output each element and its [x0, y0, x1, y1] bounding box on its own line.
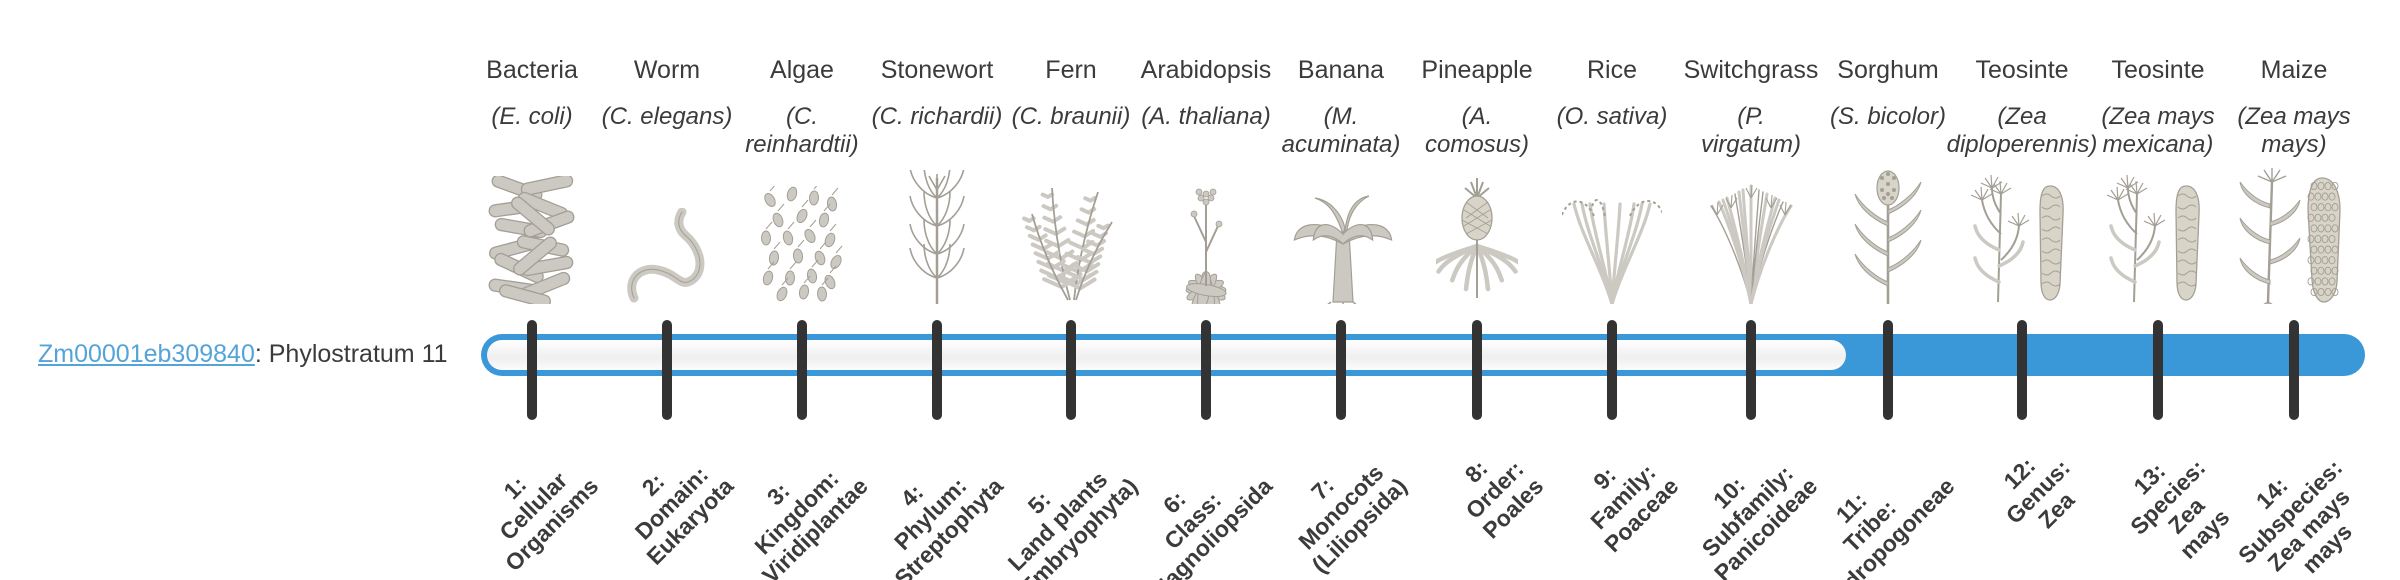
gene-phylostratum-text: : Phylostratum 11 [254, 340, 448, 368]
stratum-tick [1066, 320, 1076, 420]
organism-species-name: (E. coli) [491, 103, 573, 130]
organism-common-name: Stonewort [880, 56, 994, 84]
stratum-tick [662, 320, 672, 420]
stratum-label: 8: Order: Poales [1459, 454, 1549, 544]
stratum-tick [1201, 320, 1211, 420]
organism-species-name: (O. sativa) [1556, 103, 1668, 130]
organism-species-name: (P. virgatum) [1700, 103, 1802, 158]
organism-species-name: (S. bicolor) [1829, 103, 1947, 130]
stratum-label: 1: Cellular Organisms [494, 467, 604, 577]
banana-icon [1271, 168, 1411, 304]
stratum-tick [2017, 320, 2027, 420]
organism-common-name: Sorghum [1837, 56, 1939, 84]
organism-common-name: Maize [2260, 56, 2328, 84]
stratum-label: 9: Family: Poaceae [1584, 458, 1684, 558]
stratum-tick [1336, 320, 1346, 420]
organism-common-name: Bacteria [486, 56, 578, 84]
organism-common-name: Switchgrass [1683, 56, 1819, 84]
stratum-tick [2289, 320, 2299, 420]
arabidopsis-icon [1136, 168, 1276, 304]
bacteria-icon [462, 168, 602, 304]
gene-id-link[interactable]: Zm00001eb309840 [38, 340, 255, 368]
stratum-tick [527, 320, 537, 420]
organism-species-name: (A. comosus) [1424, 103, 1530, 158]
gene-label: Zm00001eb309840: Phylostratum 11 [38, 340, 448, 369]
stratum-tick [797, 320, 807, 420]
stratum-label: 12: Genus: Zea [1998, 452, 2080, 534]
stratum-label: 6: Class: Magnoliopsida [1144, 472, 1278, 580]
stratum-label: 2: Domain: Eukaryota [629, 461, 739, 570]
worm-icon [597, 168, 737, 304]
stratum-tick [1472, 320, 1482, 420]
stratum-label: 13: Species: Zea mays [2125, 454, 2235, 564]
switchgrass-icon [1681, 168, 1821, 304]
bar-unfilled-track [487, 340, 1846, 370]
stratum-label: 7: Monocots (Liliopsida) [1293, 459, 1413, 578]
organism-species-name: (C. elegans) [601, 103, 733, 130]
sorghum-icon [1818, 168, 1958, 304]
stratum-label: 3: Kingdom: Viridiplantae [749, 465, 874, 580]
teosinte-mexicana-icon [2088, 168, 2228, 304]
stratum-label: 14: Subspecies: Zea mays mays [2232, 454, 2357, 579]
organism-species-name: (Zea mays mexicana) [2101, 103, 2215, 158]
pineapple-icon [1407, 168, 1547, 304]
organism-common-name: Worm [633, 56, 701, 84]
rice-icon [1542, 168, 1682, 304]
organism-species-name: (Zea mays mays) [2237, 103, 2351, 158]
stratum-tick [1607, 320, 1617, 420]
organism-species-name: (M. acuminata) [1281, 103, 1401, 158]
organism-common-name: Rice [1586, 56, 1637, 84]
stratum-label: 11: Tribe: Andropogoneae [1816, 472, 1960, 580]
stratum-tick [1746, 320, 1756, 420]
maize-icon [2224, 168, 2364, 304]
organism-common-name: Algae [770, 56, 834, 84]
organism-species-name: (C. richardii) [871, 103, 1003, 130]
organism-species-name: (C. reinhardtii) [745, 103, 859, 158]
organism-common-name: Teosinte [1975, 56, 2069, 84]
organism-species-name: (Zea diploperennis) [1946, 103, 2098, 158]
organism-common-name: Teosinte [2111, 56, 2205, 84]
teosinte-diplo-icon [1952, 168, 2092, 304]
algae-icon [732, 168, 872, 304]
organism-species-name: (C. braunii) [1011, 103, 1131, 130]
organism-common-name: Fern [1045, 56, 1097, 84]
phylostrata-bar [481, 334, 2365, 376]
organism-common-name: Pineapple [1421, 56, 1533, 84]
organism-common-name: Banana [1297, 56, 1385, 84]
stratum-tick [2153, 320, 2163, 420]
organism-common-name: Arabidopsis [1140, 56, 1272, 84]
fern-icon [1001, 168, 1141, 304]
stratum-tick [1883, 320, 1893, 420]
stratum-tick [932, 320, 942, 420]
organism-species-name: (A. thaliana) [1141, 103, 1271, 130]
stonewort-icon [867, 168, 1007, 304]
